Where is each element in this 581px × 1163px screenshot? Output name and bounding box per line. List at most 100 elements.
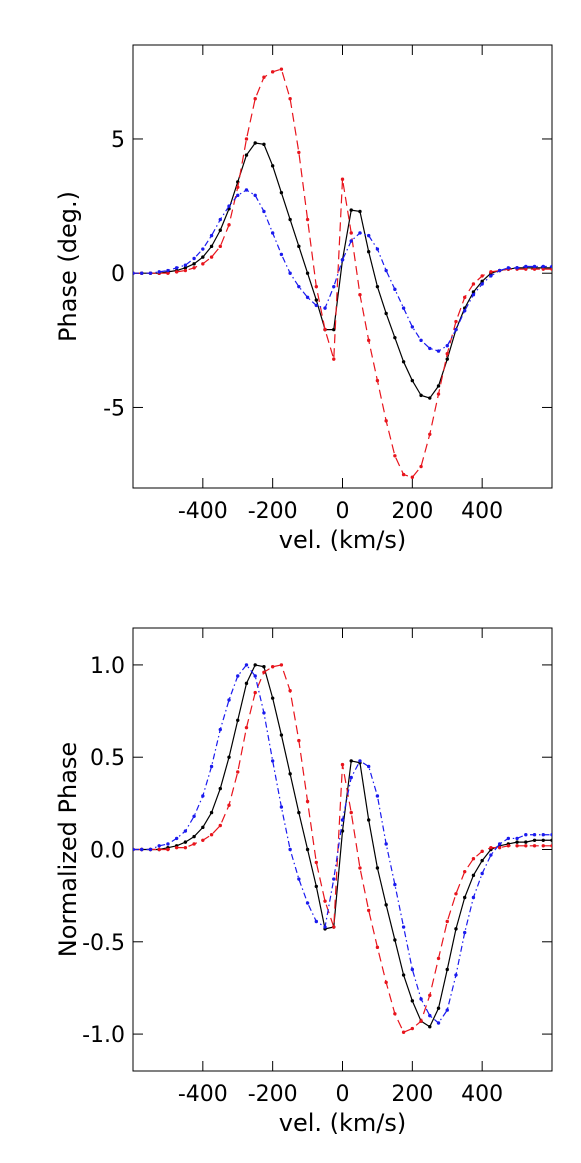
data-point <box>279 252 284 257</box>
data-point <box>358 209 362 214</box>
data-point <box>393 882 397 887</box>
data-point <box>515 840 519 844</box>
data-point <box>445 967 449 972</box>
data-point <box>270 759 275 763</box>
data-point <box>201 262 205 266</box>
data-point <box>270 70 275 74</box>
data-point <box>463 309 467 313</box>
data-point <box>262 142 266 147</box>
data-point <box>192 834 196 839</box>
data-point <box>332 284 336 289</box>
data-point <box>410 475 415 479</box>
data-point <box>445 352 449 356</box>
data-point <box>497 842 502 846</box>
data-point <box>305 847 310 852</box>
series-line <box>133 189 552 352</box>
series-dashdot <box>133 188 552 353</box>
data-point <box>305 901 310 905</box>
data-point <box>288 97 292 101</box>
data-point <box>428 1013 432 1018</box>
data-point <box>209 244 214 249</box>
data-point <box>550 838 552 842</box>
data-point <box>297 244 301 249</box>
y-tick-label: 0.0 <box>90 839 125 864</box>
data-point <box>305 217 310 222</box>
series-line <box>133 664 552 1028</box>
data-point <box>454 973 458 977</box>
y-tick-label: -5 <box>103 396 125 421</box>
data-point <box>323 925 327 929</box>
data-point <box>454 327 458 332</box>
data-point <box>183 263 188 267</box>
data-point <box>366 338 371 343</box>
data-point <box>375 794 380 798</box>
series-line <box>133 664 552 1033</box>
data-point <box>340 258 345 262</box>
x-tick-label: -400 <box>178 499 228 524</box>
data-point <box>209 233 214 238</box>
series-dashdot <box>133 663 552 1025</box>
data-point <box>192 262 196 266</box>
data-point <box>323 306 327 310</box>
data-point <box>288 271 292 275</box>
phase-chart: -400 -200 0 200 400 -5 0 5 vel. (km/s) Phase (deg… <box>54 44 553 554</box>
data-point <box>524 833 528 837</box>
x-tick-label: 200 <box>391 1082 433 1107</box>
data-point <box>192 814 196 818</box>
data-point <box>445 1008 449 1012</box>
data-point <box>183 268 188 273</box>
data-point <box>454 927 458 931</box>
data-point <box>262 665 266 669</box>
data-point <box>244 188 249 192</box>
x-tick-label: 400 <box>461 1082 503 1107</box>
data-point <box>253 141 257 145</box>
data-point <box>384 842 388 846</box>
data-point <box>166 847 170 852</box>
data-point <box>349 759 353 763</box>
data-point <box>140 847 144 852</box>
data-point <box>541 838 545 842</box>
data-point <box>550 833 552 837</box>
data-point <box>445 919 449 924</box>
data-point <box>436 956 441 961</box>
data-point <box>393 335 397 340</box>
data-point <box>419 393 423 398</box>
data-point <box>471 282 476 286</box>
data-point <box>201 247 205 251</box>
data-point <box>393 1012 397 1016</box>
data-point <box>349 810 353 815</box>
data-point <box>192 266 196 270</box>
data-point <box>471 873 476 878</box>
data-point <box>209 833 214 837</box>
x-tick-label: 0 <box>336 1082 350 1107</box>
x-axis-title: vel. (km/s) <box>279 526 407 554</box>
data-point <box>218 727 222 732</box>
data-point <box>366 233 371 238</box>
data-point <box>454 892 458 896</box>
data-point <box>524 264 528 269</box>
data-point <box>401 360 406 364</box>
data-point <box>209 764 214 769</box>
data-point <box>532 844 537 848</box>
data-point <box>419 997 423 1001</box>
data-point <box>305 295 310 300</box>
data-point <box>428 346 432 351</box>
data-point <box>480 274 484 278</box>
data-point <box>192 256 196 261</box>
data-point <box>236 770 240 774</box>
data-point <box>393 287 397 292</box>
data-point <box>157 844 161 848</box>
data-point <box>497 268 502 273</box>
data-point <box>253 690 257 695</box>
data-point <box>323 327 327 332</box>
data-point <box>358 292 362 297</box>
data-point <box>314 919 319 924</box>
data-point <box>183 845 188 850</box>
data-point <box>270 665 275 669</box>
data-point <box>133 271 135 275</box>
data-point <box>550 264 552 269</box>
data-point <box>244 153 249 157</box>
data-point <box>253 663 257 667</box>
data-point <box>227 803 231 807</box>
x-tick-label: 400 <box>461 499 503 524</box>
